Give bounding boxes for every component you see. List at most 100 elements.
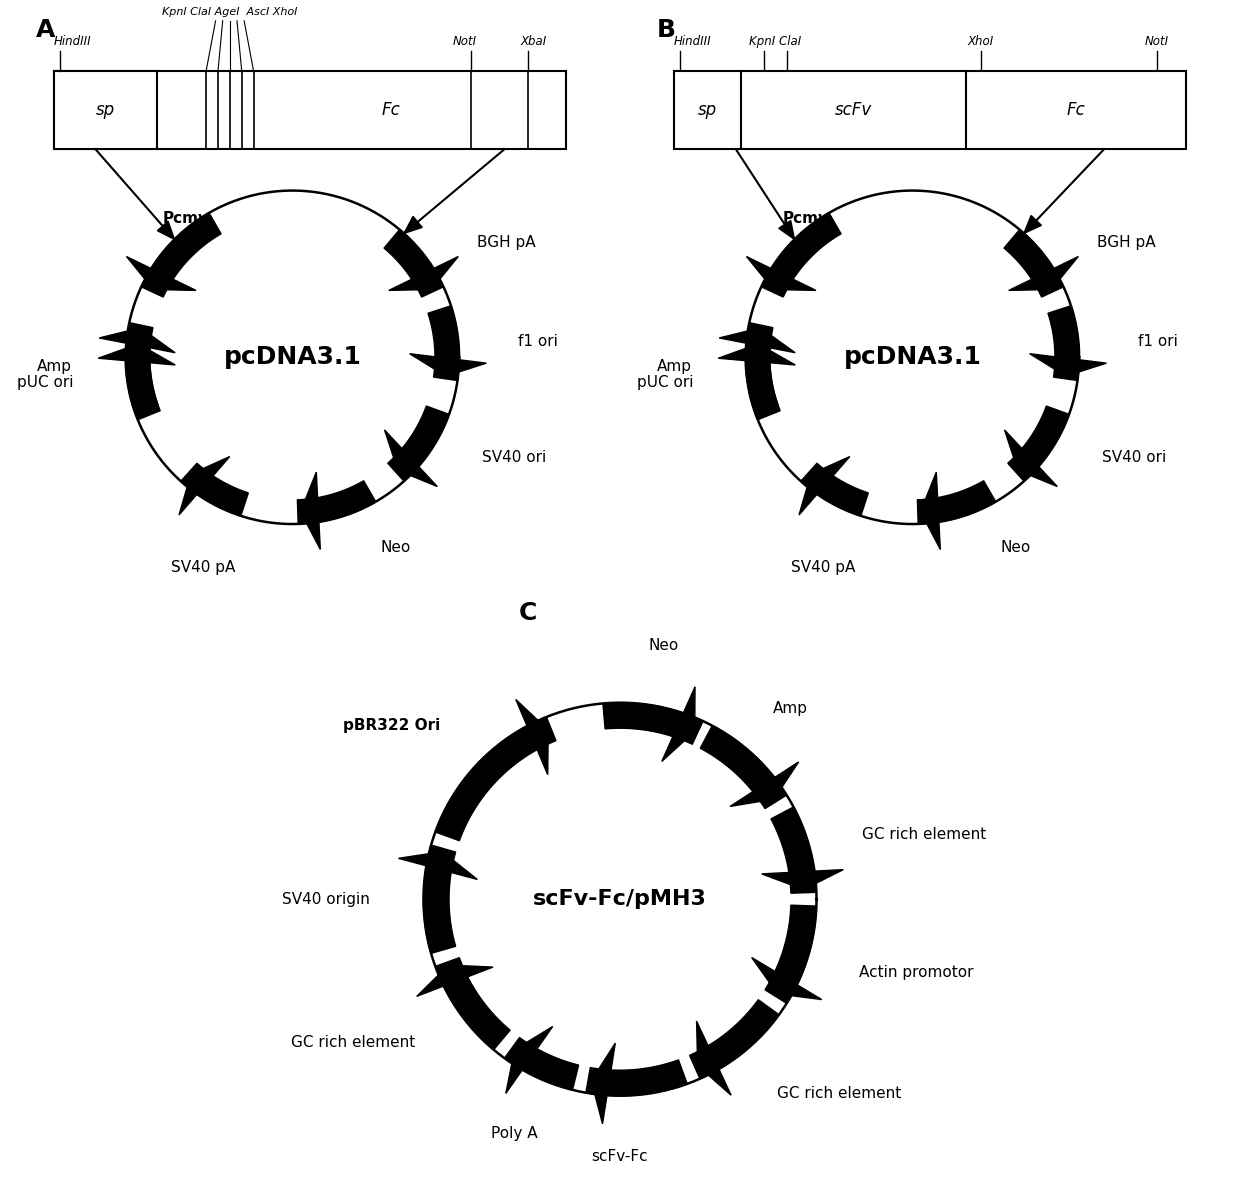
Text: SV40 ori: SV40 ori xyxy=(1102,450,1167,464)
Text: XhoI: XhoI xyxy=(967,35,994,48)
Polygon shape xyxy=(389,256,459,291)
Polygon shape xyxy=(1004,430,1058,486)
Bar xyxy=(55,71,567,149)
Text: BGH pA: BGH pA xyxy=(477,235,536,250)
Text: SV40 pA: SV40 pA xyxy=(791,560,856,574)
Text: HindIII: HindIII xyxy=(675,35,712,48)
Polygon shape xyxy=(730,762,799,806)
Polygon shape xyxy=(1004,230,1064,297)
Polygon shape xyxy=(428,306,459,380)
Text: A: A xyxy=(36,18,56,42)
Text: pcDNA3.1: pcDNA3.1 xyxy=(223,345,361,369)
Polygon shape xyxy=(697,1021,732,1096)
Polygon shape xyxy=(746,256,816,291)
Polygon shape xyxy=(745,323,779,414)
Text: NotI: NotI xyxy=(1145,35,1168,48)
Polygon shape xyxy=(424,846,455,953)
Text: GC rich element: GC rich element xyxy=(291,1035,415,1050)
Polygon shape xyxy=(125,323,159,414)
Text: Neo: Neo xyxy=(1001,540,1030,555)
Text: Pcmv: Pcmv xyxy=(162,211,208,226)
Polygon shape xyxy=(591,1043,615,1124)
Text: C: C xyxy=(518,601,537,625)
Text: pUC ori: pUC ori xyxy=(637,375,694,389)
Polygon shape xyxy=(435,958,510,1049)
Polygon shape xyxy=(701,725,786,809)
Text: NotI: NotI xyxy=(453,35,477,48)
Polygon shape xyxy=(1024,216,1042,233)
Text: scFv-Fc/pMH3: scFv-Fc/pMH3 xyxy=(533,890,707,909)
Text: Fc: Fc xyxy=(382,101,401,119)
Polygon shape xyxy=(388,406,449,481)
Polygon shape xyxy=(404,217,423,233)
Text: pBR322 Ori: pBR322 Ori xyxy=(342,718,440,732)
Polygon shape xyxy=(799,456,849,515)
Polygon shape xyxy=(417,965,494,997)
Text: Amp: Amp xyxy=(37,360,72,374)
Polygon shape xyxy=(1048,306,1079,380)
Polygon shape xyxy=(409,354,486,376)
Polygon shape xyxy=(505,1037,579,1090)
Text: sp: sp xyxy=(698,101,717,119)
Polygon shape xyxy=(920,472,940,549)
Polygon shape xyxy=(516,699,548,774)
Text: SV40 origin: SV40 origin xyxy=(281,892,370,906)
Polygon shape xyxy=(585,1060,687,1096)
Text: scFv: scFv xyxy=(835,101,872,119)
Polygon shape xyxy=(99,328,175,353)
Text: Actin promotor: Actin promotor xyxy=(859,965,973,980)
Polygon shape xyxy=(745,339,780,419)
Text: GC rich element: GC rich element xyxy=(777,1086,901,1100)
Polygon shape xyxy=(506,1027,553,1093)
Polygon shape xyxy=(141,213,221,297)
Text: SV40 pA: SV40 pA xyxy=(171,560,236,574)
Text: f1 ori: f1 ori xyxy=(518,335,558,349)
Text: sp: sp xyxy=(95,101,115,119)
Polygon shape xyxy=(751,958,822,999)
Polygon shape xyxy=(125,339,160,419)
Bar xyxy=(675,71,1187,149)
Polygon shape xyxy=(719,328,795,353)
Polygon shape xyxy=(779,220,795,239)
Polygon shape xyxy=(918,481,996,524)
Polygon shape xyxy=(689,999,779,1079)
Text: SV40 ori: SV40 ori xyxy=(482,450,547,464)
Polygon shape xyxy=(662,687,696,761)
Text: Amp: Amp xyxy=(773,701,808,716)
Text: Neo: Neo xyxy=(649,638,678,653)
Polygon shape xyxy=(1029,354,1106,376)
Text: pUC ori: pUC ori xyxy=(17,375,74,389)
Polygon shape xyxy=(603,703,703,744)
Polygon shape xyxy=(435,717,556,841)
Polygon shape xyxy=(298,481,376,524)
Text: Pcmv: Pcmv xyxy=(782,211,828,226)
Polygon shape xyxy=(157,222,175,239)
Polygon shape xyxy=(761,213,841,297)
Polygon shape xyxy=(126,256,196,291)
Polygon shape xyxy=(179,456,229,515)
Polygon shape xyxy=(801,463,868,516)
Text: BGH pA: BGH pA xyxy=(1097,235,1156,250)
Polygon shape xyxy=(718,344,795,364)
Polygon shape xyxy=(765,905,816,1003)
Text: f1 ori: f1 ori xyxy=(1138,335,1178,349)
Text: KpnI ClaI: KpnI ClaI xyxy=(749,35,801,48)
Text: scFv-Fc: scFv-Fc xyxy=(591,1149,649,1165)
Polygon shape xyxy=(384,230,444,297)
Polygon shape xyxy=(398,852,477,879)
Polygon shape xyxy=(181,463,248,516)
Polygon shape xyxy=(300,472,320,549)
Polygon shape xyxy=(98,344,175,364)
Text: HindIII: HindIII xyxy=(55,35,92,48)
Text: GC rich element: GC rich element xyxy=(862,827,986,842)
Bar xyxy=(55,71,156,149)
Polygon shape xyxy=(771,807,816,893)
Text: XbaI: XbaI xyxy=(521,35,547,48)
Text: Amp: Amp xyxy=(657,360,692,374)
Polygon shape xyxy=(1009,256,1079,291)
Text: Fc: Fc xyxy=(1066,101,1085,119)
Polygon shape xyxy=(1008,406,1069,481)
Text: Neo: Neo xyxy=(381,540,410,555)
Polygon shape xyxy=(761,869,843,890)
Text: pcDNA3.1: pcDNA3.1 xyxy=(843,345,981,369)
